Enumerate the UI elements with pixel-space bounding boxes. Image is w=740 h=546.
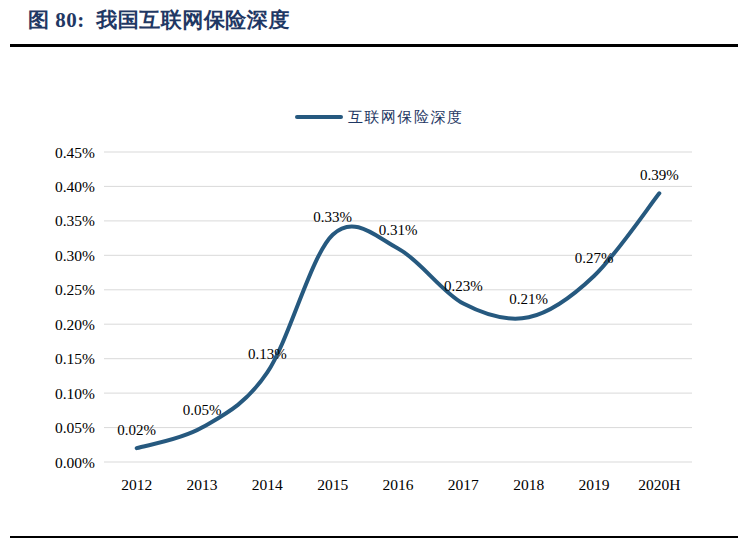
y-tick-label: 0.05% [55, 419, 95, 436]
footer-rule [10, 536, 738, 538]
x-tick-label: 2020H [638, 476, 680, 493]
x-tick-label: 2016 [383, 476, 414, 493]
x-tick-label: 2012 [121, 476, 152, 493]
x-tick-label: 2018 [513, 476, 544, 493]
y-tick-label: 0.45% [55, 144, 95, 161]
data-label: 0.39% [640, 167, 679, 183]
legend-label: 互联网保险深度 [348, 109, 464, 125]
x-tick-label: 2014 [252, 476, 283, 493]
y-tick-label: 0.15% [55, 350, 95, 367]
y-tick-label: 0.25% [55, 281, 95, 298]
x-tick-label: 2019 [579, 476, 610, 493]
legend: 互联网保险深度 [297, 109, 464, 125]
y-tick-label: 0.30% [55, 247, 95, 264]
x-tick-label: 2015 [317, 476, 348, 493]
y-tick-label: 0.20% [55, 316, 95, 333]
y-tick-label: 0.00% [55, 454, 95, 471]
line-chart: 0.45% 0.40% 0.35% 0.30% 0.25% 0.20% 0.15% 0.10%… [0, 0, 740, 546]
data-label: 0.27% [575, 250, 614, 266]
data-labels: 0.02% 0.05% 0.13% 0.33% 0.31% 0.23% 0.21% 0.27%… [117, 167, 678, 438]
report-figure-page: 图 80: 我国互联网保险深度 0.45%0.40%0.35%0.30%0.25… [0, 0, 740, 546]
data-label: 0.23% [444, 278, 483, 294]
data-label: 0.31% [379, 222, 418, 238]
x-axis-tick-labels: 2012 2013 2014 2015 2016 2017 2018 2019 2020H [121, 476, 680, 493]
y-tick-label: 0.10% [55, 385, 95, 402]
data-label: 0.13% [248, 346, 287, 362]
x-tick-label: 2017 [448, 476, 479, 493]
x-tick-label: 2013 [187, 476, 218, 493]
y-tick-label: 0.40% [55, 178, 95, 195]
y-axis-tick-labels: 0.45% 0.40% 0.35% 0.30% 0.25% 0.20% 0.15% 0.10%… [55, 144, 95, 471]
data-label: 0.02% [117, 422, 156, 438]
data-label: 0.05% [183, 402, 222, 418]
data-label: 0.33% [313, 209, 352, 225]
data-label: 0.21% [509, 291, 548, 307]
y-tick-label: 0.35% [55, 212, 95, 229]
